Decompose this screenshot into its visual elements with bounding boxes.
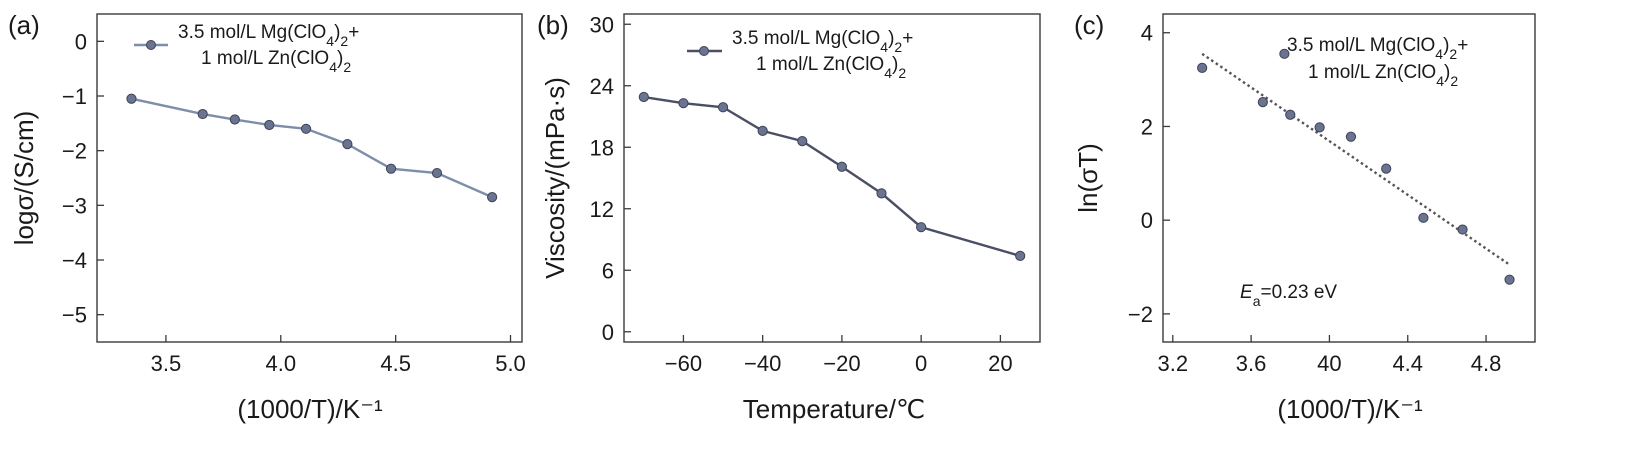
x-tick-label: 4.8 xyxy=(1471,351,1502,376)
x-tick-label: 4.5 xyxy=(380,351,411,376)
panel-b-legend: 3.5 mol/L Mg(ClO4)2+ 1 mol/L Zn(ClO4)2 xyxy=(687,28,913,81)
data-point xyxy=(916,222,927,233)
panel-b-ticks: −60 −40 −20 0 20 0 6 12 18 24 30 xyxy=(590,12,1013,376)
x-tick-label: 0 xyxy=(915,351,927,376)
y-tick-label: 0 xyxy=(602,320,614,345)
data-point xyxy=(836,161,848,172)
data-point xyxy=(342,139,353,150)
y-tick-label: −3 xyxy=(62,193,87,218)
panel-a-x-axis-label: (1000/T)/K⁻¹ xyxy=(237,394,383,424)
panel-c-legend: 3.5 mol/L Mg(ClO4)2+ 1 mol/L Zn(ClO4)2 xyxy=(1287,35,1468,89)
x-tick-label: 20 xyxy=(988,351,1012,376)
panel-a-legend-line2: 1 mol/L Zn(ClO4)2 xyxy=(201,48,351,75)
data-point xyxy=(638,91,649,103)
panel-c-legend-line2: 1 mol/L Zn(ClO4)2 xyxy=(1308,62,1458,89)
panel-a-legend-line1: 3.5 mol/L Mg(ClO4)2+ xyxy=(178,22,359,49)
y-tick-label: 18 xyxy=(590,135,614,160)
data-point xyxy=(1015,250,1026,261)
data-point xyxy=(678,98,689,109)
panel-b-legend-line2: 1 mol/L Zn(ClO4)2 xyxy=(756,54,906,81)
y-tick-label: 24 xyxy=(590,74,614,99)
panel-c-ticks: 3.2 3.6 40 4.4 4.8 4 2 0 −2 xyxy=(1128,21,1501,376)
panel-a-frame xyxy=(96,13,523,343)
x-tick-label: −40 xyxy=(744,351,781,376)
panel-a-label: (a) xyxy=(8,10,40,40)
fit-line xyxy=(1201,52,1511,266)
panel-a: (a) (1000/T)/K⁻¹ logσ/(S/cm) 3.5 4.0 4.5 5.… xyxy=(8,10,526,424)
panel-c-legend-line1: 3.5 mol/L Mg(ClO4)2+ xyxy=(1287,35,1468,62)
data-point xyxy=(1257,96,1268,108)
panel-a-marks xyxy=(126,93,498,203)
data-point xyxy=(757,125,768,136)
panel-b-label: (b) xyxy=(537,10,569,40)
panel-a-legend: 3.5 mol/L Mg(ClO4)2+ 1 mol/L Zn(ClO4)2 xyxy=(134,22,359,75)
y-tick-label: 4 xyxy=(1141,21,1153,46)
data-point xyxy=(1381,163,1392,174)
data-point xyxy=(797,136,808,147)
data-point xyxy=(1457,224,1468,235)
x-tick-label: 3.2 xyxy=(1157,351,1188,376)
panel-c-label: (c) xyxy=(1074,10,1104,40)
data-point xyxy=(1314,122,1325,133)
panel-b-marks xyxy=(638,91,1026,261)
data-point xyxy=(300,123,312,134)
panel-a-legend-marker xyxy=(146,40,156,50)
panel-c-frame xyxy=(1162,13,1536,343)
x-tick-label: 4.0 xyxy=(265,351,296,376)
panel-a-y-axis-label: logσ/(S/cm) xyxy=(9,111,39,246)
panel-b-frame xyxy=(623,13,1041,343)
y-tick-label: 0 xyxy=(75,29,87,54)
data-point xyxy=(1345,131,1357,142)
data-point xyxy=(264,119,275,131)
data-point xyxy=(1418,212,1429,223)
x-tick-label: 4.4 xyxy=(1392,351,1423,376)
data-point xyxy=(1197,62,1208,73)
panel-c-x-axis-label: (1000/T)/K⁻¹ xyxy=(1277,394,1423,424)
y-tick-label: −2 xyxy=(62,139,87,164)
panel-a-ticks: 3.5 4.0 4.5 5.0 0 −1 −2 −3 −4 −5 xyxy=(62,29,526,376)
x-tick-label: 3.5 xyxy=(151,351,182,376)
data-point xyxy=(1279,48,1290,59)
panel-c-annotation: Ea=0.23 eV xyxy=(1240,282,1337,309)
data-point xyxy=(1285,109,1296,120)
y-tick-label: 0 xyxy=(1141,208,1153,233)
y-tick-label: −2 xyxy=(1128,302,1153,327)
x-tick-label: 3.6 xyxy=(1236,351,1267,376)
y-tick-label: 30 xyxy=(590,12,614,37)
panel-b: (b) Temperature/℃ Viscosity/(mPa·s) −60−… xyxy=(537,10,1041,424)
panel-c-y-axis-label: ln(σT) xyxy=(1073,143,1103,212)
y-tick-label: 6 xyxy=(602,258,614,283)
data-point xyxy=(197,108,208,120)
data-point xyxy=(229,114,240,125)
data-point xyxy=(1504,274,1515,285)
panel-c: (c) (1000/T)/K⁻¹ ln(σT) 3.2 3.6 40 4.4 4.8 4 2… xyxy=(1073,10,1536,424)
panel-b-legend-marker xyxy=(699,46,709,56)
data-point xyxy=(385,163,397,174)
data-point xyxy=(876,188,887,199)
y-tick-label: −5 xyxy=(62,303,87,328)
panel-b-legend-line1: 3.5 mol/L Mg(ClO4)2+ xyxy=(732,28,913,55)
x-tick-label: −20 xyxy=(823,351,860,376)
x-tick-label: −60 xyxy=(665,351,702,376)
x-tick-label: 5.0 xyxy=(495,351,526,376)
x-tick-label: 40 xyxy=(1317,351,1341,376)
panel-c-marks xyxy=(1197,48,1515,285)
data-point xyxy=(126,93,137,104)
data-point xyxy=(487,192,498,203)
y-tick-label: 12 xyxy=(590,197,614,222)
panel-b-x-axis-label: Temperature/℃ xyxy=(743,394,925,424)
panel-b-y-axis-label: Viscosity/(mPa·s) xyxy=(540,77,570,279)
y-tick-label: 2 xyxy=(1141,114,1153,139)
series-line xyxy=(643,95,1021,258)
data-point xyxy=(717,102,729,113)
data-point xyxy=(431,167,443,179)
y-tick-label: −1 xyxy=(62,84,87,109)
y-tick-label: −4 xyxy=(62,248,87,273)
series-line xyxy=(131,97,493,199)
